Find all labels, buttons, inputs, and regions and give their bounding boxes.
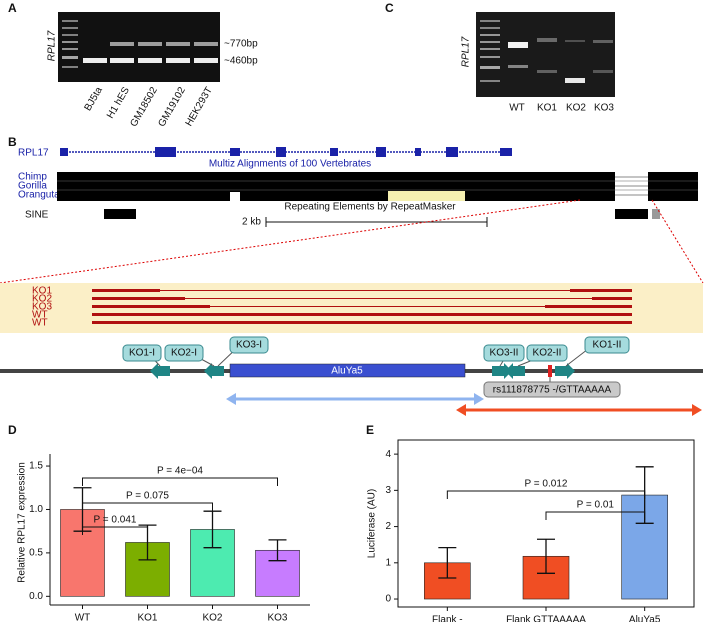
- gel-gene-label: RPL17: [461, 36, 472, 67]
- x-tick-label: KO3: [267, 613, 287, 622]
- primer-label: KO3-II: [490, 348, 519, 359]
- panel-label: E: [366, 423, 374, 437]
- gel: [476, 12, 615, 97]
- exons: [60, 147, 512, 157]
- track-label: RPL17: [18, 148, 49, 159]
- significance-bracket: [82, 502, 213, 511]
- scale-label: 2 kb: [242, 217, 261, 228]
- x-tick-label: Flank -: [432, 615, 463, 622]
- lane-label: KO2: [566, 103, 586, 114]
- y-tick-label: 3: [385, 485, 391, 496]
- x-tick-label: Flank GTTAAAAA: [506, 615, 586, 622]
- panel-label: C: [385, 1, 394, 15]
- band-label: ~460bp: [224, 56, 258, 67]
- species-label: Chimp: [18, 172, 47, 183]
- track-label: WT: [32, 310, 48, 321]
- significance-bracket: [82, 526, 148, 535]
- variant-label: rs111878775 -/GTTAAAAA: [493, 385, 612, 396]
- track-label: KO2: [32, 294, 52, 305]
- track-label: KO1: [32, 286, 52, 297]
- track-label: SINE: [25, 210, 49, 221]
- alu-element: [229, 363, 466, 378]
- lane-label: KO1: [537, 103, 557, 114]
- gel-bands: [480, 20, 613, 83]
- y-tick-label: 0.5: [29, 548, 43, 559]
- y-tick-label: 2: [385, 521, 391, 532]
- significance-bracket: [82, 477, 278, 486]
- lane-label: KO3: [594, 103, 614, 114]
- variant-box: [483, 381, 621, 398]
- gel-gene-label: RPL17: [47, 30, 58, 61]
- alignment-track: [57, 172, 698, 201]
- p-value: P = 0.075: [126, 491, 169, 502]
- x-tick-label: WT: [75, 613, 91, 622]
- p-value: P = 0.012: [525, 479, 568, 490]
- gel: [58, 12, 220, 82]
- read-tracks: [92, 289, 632, 324]
- species-label: Orangutan: [18, 190, 65, 201]
- x-tick-label: AluYa5: [629, 615, 661, 622]
- variant-site: [548, 365, 552, 377]
- track-title: Repeating Elements by RepeatMasker: [284, 202, 456, 213]
- y-axis-label: Relative RPL17 expression: [17, 462, 28, 583]
- primer-label: KO2-II: [533, 348, 562, 359]
- lane-label: HEK293T: [184, 85, 215, 128]
- panel-label: D: [8, 423, 17, 437]
- y-tick-label: 1.0: [29, 504, 43, 515]
- significance-bracket: [446, 490, 646, 499]
- track-label: KO3: [32, 302, 52, 313]
- lane-label: BJ5ta: [83, 85, 106, 113]
- primer-boxes: [122, 336, 630, 362]
- alu-label: AluYa5: [331, 366, 363, 377]
- panel-label: A: [8, 1, 17, 15]
- y-tick-label: 1: [385, 557, 391, 568]
- lane-label: WT: [509, 103, 525, 114]
- y-tick-label: 0.0: [29, 591, 43, 602]
- primer-label: KO1-II: [593, 340, 622, 351]
- primer-label: KO1-I: [129, 348, 155, 359]
- lane-label: H1 hES: [105, 85, 132, 121]
- lane-label: GM18502: [128, 85, 160, 129]
- primer-arrows: [150, 363, 575, 379]
- p-value: P = 4e−04: [157, 466, 203, 477]
- p-value: P = 0.01: [577, 500, 615, 511]
- track-title: Multiz Alignments of 100 Vertebrates: [209, 159, 371, 170]
- significance-bracket: [545, 511, 646, 520]
- p-value: P = 0.041: [94, 515, 137, 526]
- y-axis-label: Luciferase (AU): [367, 489, 378, 558]
- x-tick-label: KO1: [137, 613, 157, 622]
- band-label: ~770bp: [224, 39, 258, 50]
- y-tick-label: 0: [385, 594, 391, 605]
- species-label: Gorilla: [18, 181, 47, 192]
- zoom-lines: [0, 199, 704, 284]
- track-label: WT: [32, 318, 48, 329]
- panel-label: B: [8, 135, 17, 149]
- y-tick-label: 4: [385, 449, 391, 460]
- x-tick-label: KO2: [202, 613, 222, 622]
- repeat-track: [104, 209, 660, 219]
- primer-label: KO3-I: [236, 340, 262, 351]
- primer-label: KO2-I: [171, 348, 197, 359]
- gel-bands: [62, 20, 218, 68]
- region-arrows: [226, 393, 702, 416]
- scale-bar: [265, 217, 488, 227]
- y-tick-label: 1.5: [29, 461, 43, 472]
